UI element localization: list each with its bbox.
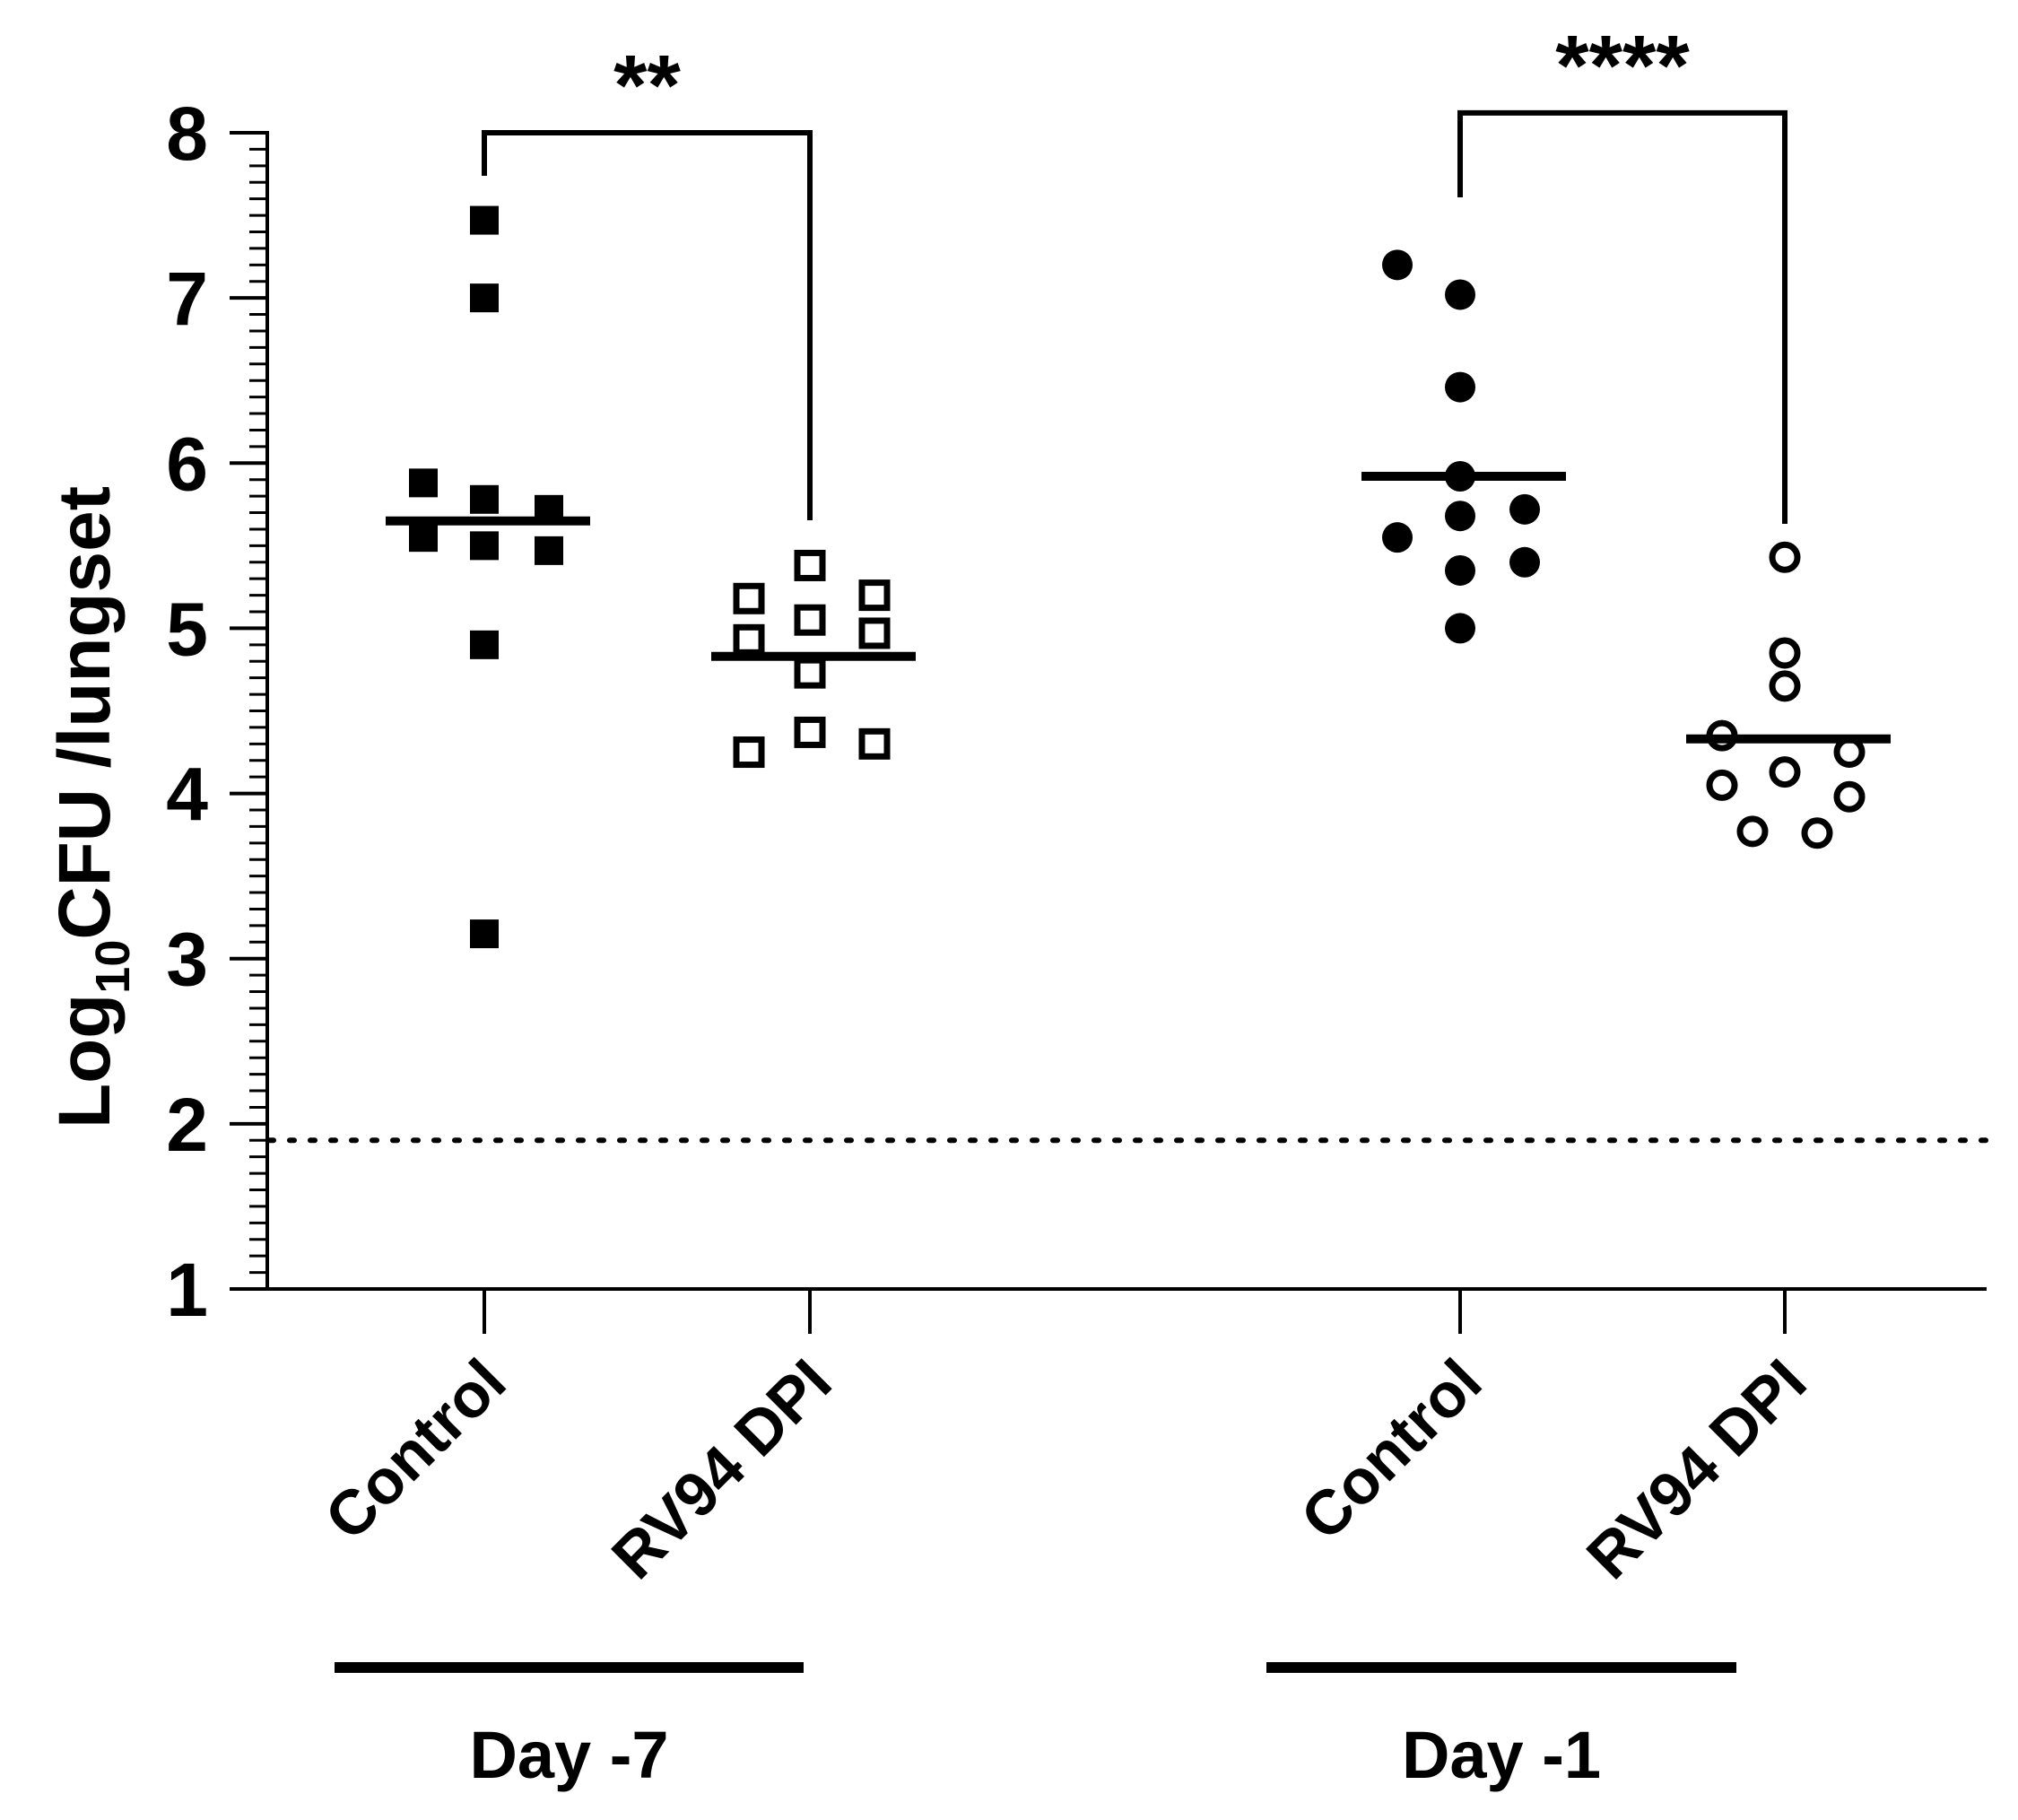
data-point [1706, 769, 1738, 801]
y-axis-label: Log10CFU /lungset [44, 486, 140, 1128]
data-point [1445, 371, 1475, 403]
series-0 [386, 205, 590, 949]
significance-bracket [482, 130, 813, 520]
data-point [409, 523, 438, 553]
data-point [1769, 756, 1801, 788]
y-tick-label: 2 [166, 1083, 208, 1167]
data-point [858, 617, 891, 649]
significance-bracket [1457, 109, 1787, 524]
series-2 [1361, 249, 1566, 644]
data-point [1833, 780, 1866, 813]
y-tick-label: 8 [166, 91, 208, 176]
data-point [1509, 493, 1540, 525]
data-point [858, 727, 891, 760]
data-point [1382, 522, 1413, 553]
data-point [1445, 279, 1475, 310]
x-category-label: RV94 DPI [1573, 1345, 1819, 1591]
significance-label: **** [1555, 18, 1690, 114]
data-point [1736, 815, 1769, 848]
data-point [794, 716, 826, 748]
data-point [794, 657, 826, 689]
y-tick-label: 4 [166, 753, 208, 837]
group-label: Day -7 [469, 1718, 668, 1792]
data-point [1769, 670, 1801, 702]
y-tick-label: 5 [166, 587, 208, 671]
data-point [409, 468, 438, 498]
data-point [1769, 541, 1801, 573]
data-point [1769, 637, 1801, 669]
y-tick-label: 7 [166, 257, 208, 341]
data-point [470, 205, 499, 235]
y-tick-label: 3 [166, 918, 208, 1002]
data-point [1445, 501, 1475, 532]
data-point [470, 484, 499, 514]
data-point [1801, 817, 1833, 849]
data-point [1445, 613, 1475, 644]
series-1 [711, 549, 916, 769]
x-category-label: Control [312, 1345, 519, 1553]
data-point [733, 736, 765, 769]
series-3 [1686, 541, 1891, 849]
data-point [858, 579, 891, 612]
data-point [1445, 554, 1475, 586]
data-point [470, 630, 499, 659]
y-tick-label: 6 [166, 422, 208, 506]
data-point [535, 536, 563, 565]
significance-label: ** [613, 38, 681, 134]
data-point [794, 549, 826, 581]
y-tick-label: 1 [166, 1248, 208, 1332]
data-point [470, 283, 499, 313]
x-category-label: RV94 DPI [598, 1345, 844, 1591]
x-category-label: Control [1288, 1345, 1495, 1553]
data-point [794, 604, 826, 636]
data-point [1509, 546, 1540, 578]
data-point [470, 531, 499, 561]
data-point [733, 582, 765, 614]
group-label: Day -1 [1402, 1718, 1601, 1792]
data-point [733, 623, 765, 656]
data-point [470, 919, 499, 949]
data-point [1382, 249, 1413, 281]
